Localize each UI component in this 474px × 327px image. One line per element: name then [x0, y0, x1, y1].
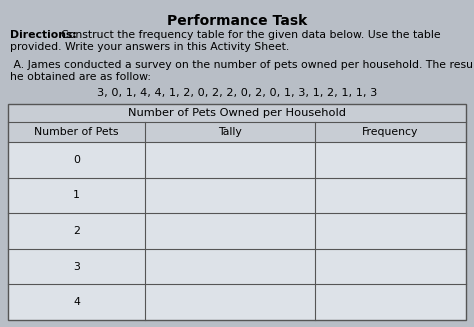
Bar	[8, 104, 466, 122]
Text: Frequency: Frequency	[362, 127, 419, 137]
Text: Construct the frequency table for the given data below. Use the table: Construct the frequency table for the gi…	[61, 30, 441, 40]
Text: he obtained are as follow:: he obtained are as follow:	[10, 72, 151, 82]
Text: Tally: Tally	[218, 127, 242, 137]
Bar	[8, 122, 466, 142]
Bar	[8, 284, 466, 320]
Text: Performance Task: Performance Task	[167, 14, 307, 28]
Text: 2: 2	[73, 226, 80, 236]
Text: provided. Write your answers in this Activity Sheet.: provided. Write your answers in this Act…	[10, 42, 289, 52]
Text: Number of Pets: Number of Pets	[35, 127, 119, 137]
Text: A. James conducted a survey on the number of pets owned per household. The resul: A. James conducted a survey on the numbe…	[10, 60, 474, 70]
Text: Directions:: Directions:	[10, 30, 77, 40]
Text: 3, 0, 1, 4, 4, 1, 2, 0, 2, 2, 0, 2, 0, 1, 3, 1, 2, 1, 1, 3: 3, 0, 1, 4, 4, 1, 2, 0, 2, 2, 0, 2, 0, 1…	[97, 88, 377, 98]
Text: 0: 0	[73, 155, 80, 165]
Bar	[8, 104, 466, 320]
Text: 3: 3	[73, 262, 80, 272]
Text: Number of Pets Owned per Household: Number of Pets Owned per Household	[128, 108, 346, 118]
Text: 4: 4	[73, 297, 80, 307]
Bar	[8, 142, 466, 178]
Bar	[8, 249, 466, 284]
Bar	[8, 178, 466, 213]
Text: 1: 1	[73, 190, 80, 200]
Bar	[8, 213, 466, 249]
